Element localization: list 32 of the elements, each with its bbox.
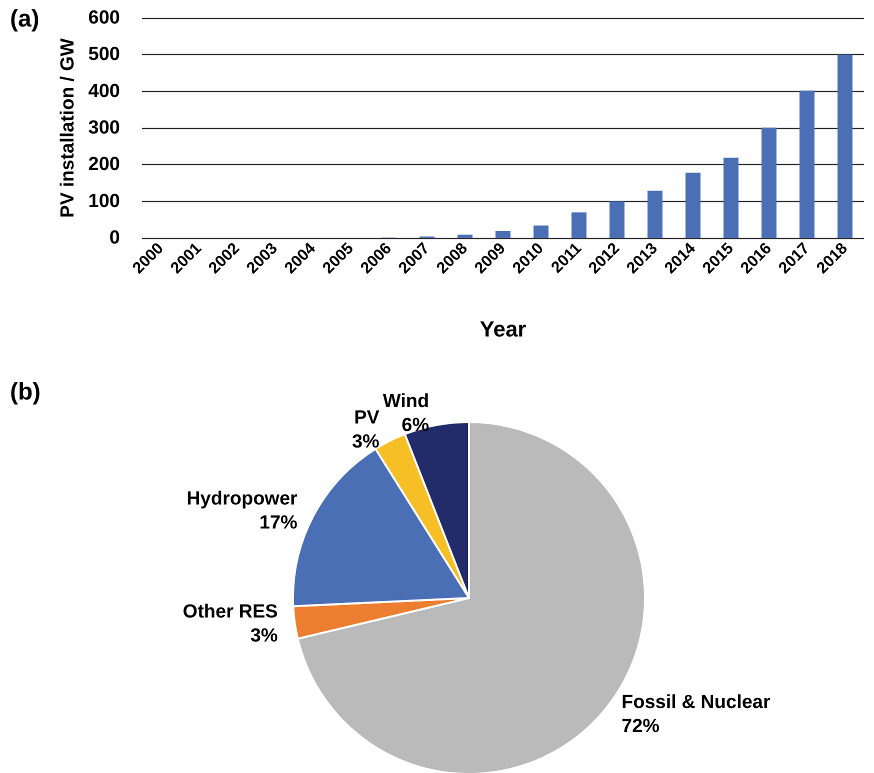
slice-label: Other RES — [182, 602, 278, 623]
y-tick-label: 500 — [88, 44, 120, 66]
bar — [458, 234, 472, 238]
chart-title: (a) — [10, 6, 40, 32]
slice-label: Fossil & Nuclear — [622, 692, 771, 714]
y-tick-label: 0 — [109, 228, 120, 248]
data-label: 72% — [622, 716, 660, 738]
bar — [686, 172, 700, 238]
bar — [496, 231, 510, 238]
y-tick-label: 600 — [88, 8, 120, 28]
slice-label: PV — [354, 408, 380, 429]
y-tick-label: 100 — [88, 190, 120, 212]
bar — [838, 54, 852, 238]
x-axis-title: Year — [480, 316, 527, 342]
y-axis-title: PV installation / GW — [57, 38, 78, 218]
slice-label: Wind — [382, 390, 430, 412]
y-tick-label: 400 — [88, 80, 120, 102]
data-label: 3% — [352, 432, 380, 453]
slice-label: Hydropower — [186, 488, 298, 510]
bar — [724, 158, 738, 238]
bar — [610, 201, 624, 238]
data-label: 6% — [402, 414, 430, 436]
bar — [762, 128, 776, 238]
bar — [534, 226, 548, 238]
bar — [648, 190, 662, 238]
data-label: 17% — [259, 512, 298, 534]
chart-title: (b) — [10, 378, 41, 406]
y-tick-label: 300 — [88, 118, 120, 138]
bar — [572, 212, 586, 238]
bar — [800, 90, 814, 238]
y-tick-label: 200 — [88, 154, 120, 176]
data-label: 3% — [250, 626, 278, 647]
